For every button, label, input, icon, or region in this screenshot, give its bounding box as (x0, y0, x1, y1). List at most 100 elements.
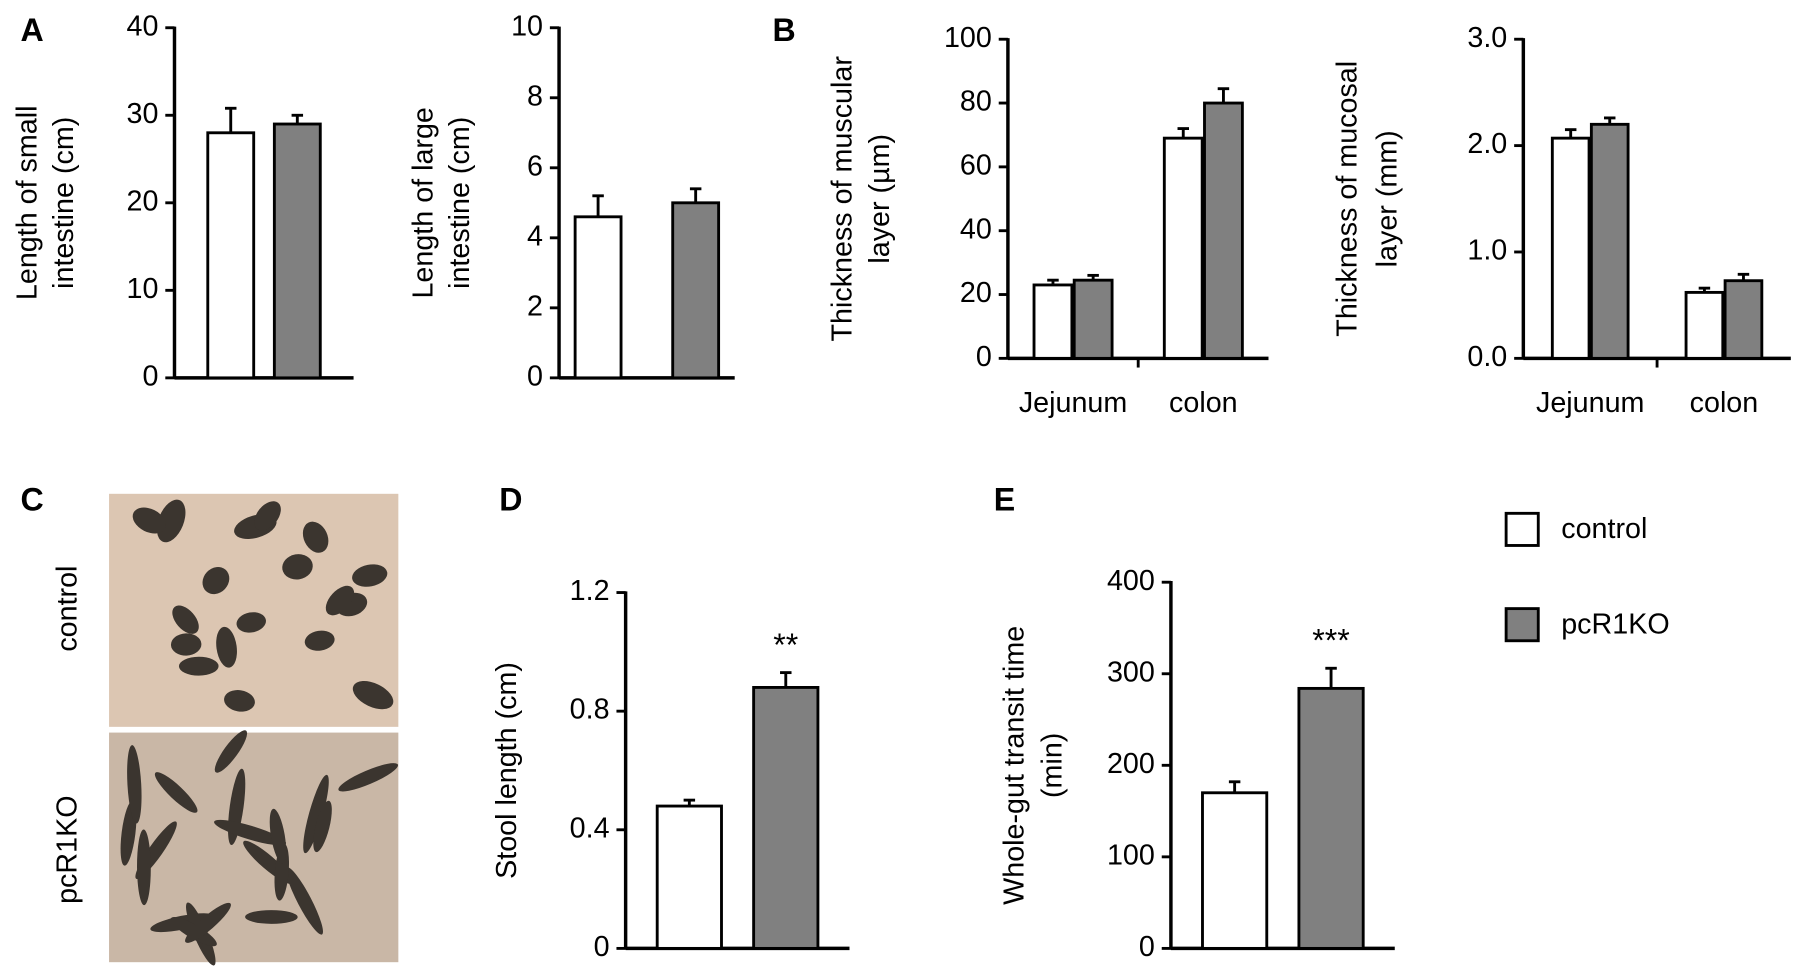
bar (1072, 278, 1114, 360)
y-tick-label: 2.0 (1467, 128, 1507, 160)
stool (269, 808, 287, 864)
bar (1723, 279, 1764, 360)
bar (1032, 283, 1074, 360)
stool (156, 499, 186, 543)
stool (137, 829, 151, 906)
stool (352, 564, 388, 587)
stool (325, 585, 355, 616)
y-tick-label: 100 (944, 22, 992, 54)
stool (185, 902, 231, 943)
y-axis-label: layer (mm) (1372, 130, 1404, 267)
y-tick-label: 3.0 (1467, 22, 1507, 54)
stool (254, 501, 281, 531)
y-tick-label: 30 (126, 98, 158, 130)
panel-letter: E (994, 481, 1015, 517)
stool (236, 612, 266, 633)
y-tick-label: 0 (527, 360, 543, 392)
stool (245, 910, 298, 924)
y-tick-label: 40 (126, 10, 158, 42)
stool (170, 633, 202, 656)
stool (302, 521, 329, 553)
y-axis-label: layer (µm) (864, 134, 896, 264)
stool (216, 626, 237, 668)
y-tick-label: 20 (126, 185, 158, 217)
y-axis-label: Length of large (407, 107, 439, 298)
y-tick-label: 0 (594, 931, 610, 963)
y-tick-label: 100 (1107, 839, 1155, 871)
y-axis-label: Thickness of mucosal (1331, 61, 1363, 337)
y-tick-label: 40 (960, 213, 992, 245)
y-axis-label: intestine (cm) (48, 117, 80, 289)
legend-swatch (1504, 511, 1540, 547)
y-tick-label: 20 (960, 277, 992, 309)
stool (285, 867, 323, 935)
stool (127, 745, 142, 824)
y-tick-label: 4 (527, 220, 543, 252)
y-axis-label: (min) (1036, 733, 1068, 798)
stool (214, 819, 287, 846)
y-axis-label: Stool length (cm) (491, 662, 523, 879)
y-tick-label: 200 (1107, 748, 1155, 780)
bar (1201, 791, 1269, 950)
y-tick-label: 400 (1107, 565, 1155, 597)
bar (1203, 101, 1244, 360)
stool (352, 681, 394, 710)
y-tick-label: 6 (527, 150, 543, 182)
panel-letter: A (21, 12, 44, 48)
y-tick-label: 80 (960, 86, 992, 118)
bar (752, 686, 820, 950)
bar (272, 122, 322, 380)
y-axis-label: Thickness of muscular (826, 56, 858, 342)
stool (172, 605, 199, 634)
y-axis-label: Length of small (11, 106, 43, 301)
y-tick-label: 10 (126, 273, 158, 305)
stool (214, 730, 248, 773)
stool (338, 763, 399, 792)
y-tick-label: 2 (527, 290, 543, 322)
y-tick-label: 0 (142, 360, 158, 392)
bar (1162, 136, 1204, 360)
y-tick-label: 0 (976, 341, 992, 373)
legend-swatch (1504, 607, 1540, 643)
bar (655, 804, 723, 950)
y-tick-label: 8 (527, 80, 543, 112)
x-tick-label: Jejunum (1536, 387, 1644, 419)
bar (671, 201, 721, 380)
bar (1589, 122, 1630, 360)
y-tick-label: 300 (1107, 656, 1155, 688)
stool (282, 554, 313, 580)
bar (1297, 686, 1365, 950)
y-tick-label: 0 (1139, 931, 1155, 963)
legend-label: pcR1KO (1561, 608, 1669, 640)
y-tick-label: 0.0 (1467, 341, 1507, 373)
y-tick-label: 0.4 (570, 812, 610, 844)
significance-label: *** (1312, 622, 1350, 658)
y-axis-label: Whole-gut transit time (999, 626, 1031, 905)
stool (313, 800, 332, 853)
photo-label: pcR1KO (51, 795, 83, 903)
bar (1550, 136, 1591, 360)
stool (132, 507, 166, 534)
y-tick-label: 1.2 (570, 575, 610, 607)
stool (304, 630, 335, 651)
stool (303, 774, 329, 854)
panel-letter: D (499, 481, 522, 517)
y-axis-label: intestine (cm) (444, 117, 476, 289)
panel-letter: C (21, 481, 44, 517)
stool (178, 656, 219, 676)
legend-label: control (1561, 513, 1647, 545)
stool (154, 772, 198, 813)
bar (1684, 290, 1725, 360)
x-tick-label: colon (1690, 387, 1759, 419)
panel-letter: B (772, 12, 795, 48)
y-tick-label: 10 (511, 10, 543, 42)
x-tick-label: colon (1169, 387, 1238, 419)
y-tick-label: 0.8 (570, 694, 610, 726)
y-tick-label: 60 (960, 149, 992, 181)
bar (573, 215, 623, 380)
stool (202, 566, 230, 595)
stool (224, 690, 255, 712)
bar (206, 131, 256, 380)
